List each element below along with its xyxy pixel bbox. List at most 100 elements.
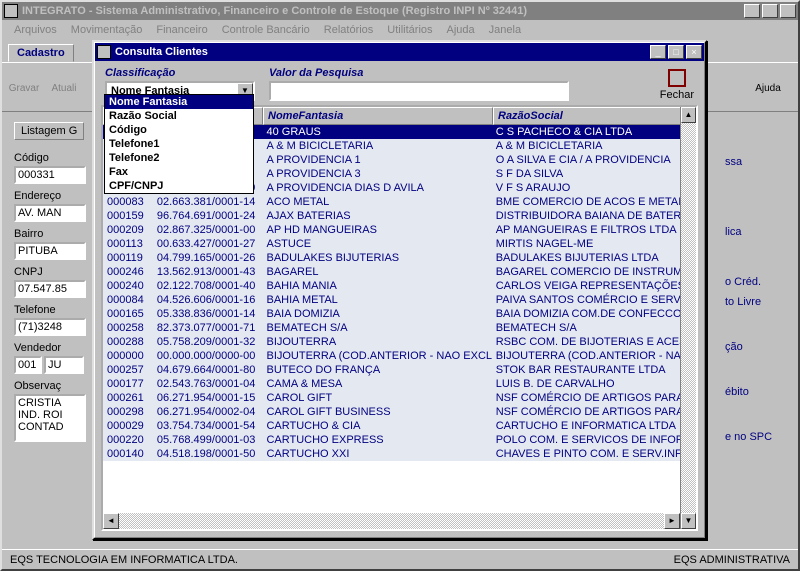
bairro-field[interactable] bbox=[14, 242, 86, 260]
status-right: EQS ADMINISTRATIVA bbox=[674, 554, 790, 566]
search-input[interactable] bbox=[269, 81, 569, 101]
table-row[interactable]: 00024002.122.708/0001-40BAHIA MANIACARLO… bbox=[103, 279, 696, 293]
table-row[interactable]: 00024613.562.913/0001-43BAGARELBAGAREL C… bbox=[103, 265, 696, 279]
dialog-title: Consulta Clientes bbox=[115, 46, 650, 58]
vertical-scrollbar[interactable]: ▲ ▼ bbox=[680, 107, 696, 529]
table-row[interactable]: 00014004.518.198/0001-50CARTUCHO XXICHAV… bbox=[103, 447, 696, 461]
table-cell: 04.799.165/0001-26 bbox=[153, 251, 263, 265]
col-razaosocial[interactable]: RazãoSocial bbox=[493, 107, 696, 125]
scroll-left-icon[interactable]: ◄ bbox=[103, 513, 119, 529]
table-cell: O A SILVA E CIA / A PROVIDENCIA bbox=[492, 153, 696, 167]
cadastro-tab[interactable]: Cadastro bbox=[8, 44, 74, 62]
right-item[interactable]: ção bbox=[725, 337, 790, 357]
menu-item[interactable]: Utilitários bbox=[381, 22, 438, 38]
vendedor-code-field[interactable] bbox=[14, 356, 42, 374]
table-cell: 03.754.734/0001-54 bbox=[153, 419, 263, 433]
dialog-minimize-button[interactable]: _ bbox=[650, 45, 666, 59]
table-cell: A & M BICICLETARIA bbox=[492, 139, 696, 153]
dropdown-option[interactable]: Fax bbox=[105, 165, 253, 179]
classificacao-dropdown[interactable]: Nome FantasiaRazão SocialCódigoTelefone1… bbox=[104, 94, 254, 194]
table-cell: C S PACHECO & CIA LTDA bbox=[492, 125, 696, 139]
scroll-right-icon[interactable]: ► bbox=[664, 513, 680, 529]
table-cell: 96.764.691/0001-24 bbox=[153, 209, 263, 223]
table-row[interactable]: 00008404.526.606/0001-16BAHIA METALPAIVA… bbox=[103, 293, 696, 307]
menu-item[interactable]: Ajuda bbox=[441, 22, 481, 38]
table-row[interactable]: 00011300.633.427/0001-27ASTUCEMIRTIS NAG… bbox=[103, 237, 696, 251]
dropdown-option[interactable]: Telefone2 bbox=[105, 151, 253, 165]
table-row[interactable]: 00015996.764.691/0001-24AJAX BATERIASDIS… bbox=[103, 209, 696, 223]
endereco-field[interactable] bbox=[14, 204, 86, 222]
close-button[interactable]: × bbox=[780, 4, 796, 18]
app-icon bbox=[4, 4, 18, 18]
gravar-button[interactable]: Gravar bbox=[4, 65, 44, 109]
menu-item[interactable]: Janela bbox=[483, 22, 527, 38]
table-row[interactable]: 00025882.373.077/0001-71BEMATECH S/ABEMA… bbox=[103, 321, 696, 335]
table-row[interactable]: 00029806.271.954/0002-04CAROL GIFT BUSIN… bbox=[103, 405, 696, 419]
table-cell: BAGAREL COMERCIO DE INSTRUMENTO bbox=[492, 265, 696, 279]
right-item[interactable]: to Livre bbox=[725, 292, 790, 312]
table-row[interactable]: 00026106.271.954/0001-15CAROL GIFTNSF CO… bbox=[103, 391, 696, 405]
table-cell: ACO METAL bbox=[262, 195, 491, 209]
menu-item[interactable]: Arquivos bbox=[8, 22, 63, 38]
right-item[interactable]: ébito bbox=[725, 382, 790, 402]
table-cell: 05.758.209/0001-32 bbox=[153, 335, 263, 349]
menu-item[interactable]: Movimentação bbox=[65, 22, 149, 38]
table-row[interactable]: 00011904.799.165/0001-26BADULAKES BIJUTE… bbox=[103, 251, 696, 265]
table-cell: 000258 bbox=[103, 321, 153, 335]
horizontal-scrollbar[interactable]: ◄ ► bbox=[103, 513, 680, 529]
telefone-field[interactable] bbox=[14, 318, 86, 336]
table-cell: 000246 bbox=[103, 265, 153, 279]
dialog-close-button[interactable]: × bbox=[686, 45, 702, 59]
scroll-up-icon[interactable]: ▲ bbox=[681, 107, 696, 123]
col-nomefantasia[interactable]: NomeFantasia bbox=[263, 107, 493, 125]
table-row[interactable]: 00020902.867.325/0001-00AP HD MANGUEIRAS… bbox=[103, 223, 696, 237]
scroll-track[interactable] bbox=[681, 123, 696, 513]
table-row[interactable]: 00025704.679.664/0001-80BUTECO DO FRANÇA… bbox=[103, 363, 696, 377]
atualizar-button[interactable]: Atuali bbox=[44, 65, 84, 109]
table-cell: 000029 bbox=[103, 419, 153, 433]
minimize-button[interactable]: _ bbox=[744, 4, 760, 18]
right-item[interactable]: ssa bbox=[725, 152, 790, 172]
table-row[interactable]: 00022005.768.499/0001-03CARTUCHO EXPRESS… bbox=[103, 433, 696, 447]
table-row[interactable]: 00002903.754.734/0001-54CARTUCHO & CIACA… bbox=[103, 419, 696, 433]
cnpj-field[interactable] bbox=[14, 280, 86, 298]
dropdown-option[interactable]: Código bbox=[105, 123, 253, 137]
dropdown-option[interactable]: Nome Fantasia bbox=[105, 95, 253, 109]
dropdown-option[interactable]: Telefone1 bbox=[105, 137, 253, 151]
table-cell: BAGAREL bbox=[262, 265, 491, 279]
table-cell: DISTRIBUIDORA BAIANA DE BATERIAS bbox=[492, 209, 696, 223]
menu-item[interactable]: Controle Bancário bbox=[216, 22, 316, 38]
table-cell: BIJOUTERRA bbox=[262, 335, 491, 349]
codigo-field[interactable] bbox=[14, 166, 86, 184]
table-row[interactable]: 00000000.000.000/0000-00BIJOUTERRA (COD.… bbox=[103, 349, 696, 363]
table-cell: 000084 bbox=[103, 293, 153, 307]
scroll-down-icon[interactable]: ▼ bbox=[681, 513, 696, 529]
menu-item[interactable]: Financeiro bbox=[150, 22, 213, 38]
table-cell: 000209 bbox=[103, 223, 153, 237]
table-cell: CAROL GIFT BUSINESS bbox=[262, 405, 491, 419]
ajuda-button[interactable]: Ajuda bbox=[748, 65, 788, 109]
scroll-track[interactable] bbox=[119, 513, 664, 529]
table-cell: 06.271.954/0002-04 bbox=[153, 405, 263, 419]
listagem-tab[interactable]: Listagem G bbox=[14, 122, 84, 140]
table-cell: 04.518.198/0001-50 bbox=[153, 447, 263, 461]
dropdown-option[interactable]: Razão Social bbox=[105, 109, 253, 123]
table-row[interactable]: 00017702.543.763/0001-04CAMA & MESALUIS … bbox=[103, 377, 696, 391]
table-row[interactable]: 00028805.758.209/0001-32BIJOUTERRARSBC C… bbox=[103, 335, 696, 349]
menu-item[interactable]: Relatórios bbox=[318, 22, 380, 38]
right-item[interactable]: lica bbox=[725, 222, 790, 242]
fechar-button[interactable]: Fechar bbox=[660, 69, 694, 101]
dropdown-option[interactable]: CPF/CNPJ bbox=[105, 179, 253, 193]
table-row[interactable]: 00008302.663.381/0001-14ACO METALBME COM… bbox=[103, 195, 696, 209]
door-icon bbox=[668, 69, 686, 87]
table-cell: 000119 bbox=[103, 251, 153, 265]
table-cell: 82.373.077/0001-71 bbox=[153, 321, 263, 335]
obs-field[interactable]: CRISTIA IND. ROI CONTAD bbox=[14, 394, 86, 442]
maximize-button[interactable]: □ bbox=[762, 4, 778, 18]
vendedor-name-field[interactable] bbox=[44, 356, 84, 374]
dialog-maximize-button[interactable]: □ bbox=[668, 45, 684, 59]
table-row[interactable]: 00016505.338.836/0001-14BAIA DOMIZIABAIA… bbox=[103, 307, 696, 321]
right-item[interactable]: o Créd. bbox=[725, 272, 790, 292]
table-cell: CHAVES E PINTO COM. E SERV.INF bbox=[492, 447, 696, 461]
right-item[interactable]: e no SPC bbox=[725, 427, 790, 447]
